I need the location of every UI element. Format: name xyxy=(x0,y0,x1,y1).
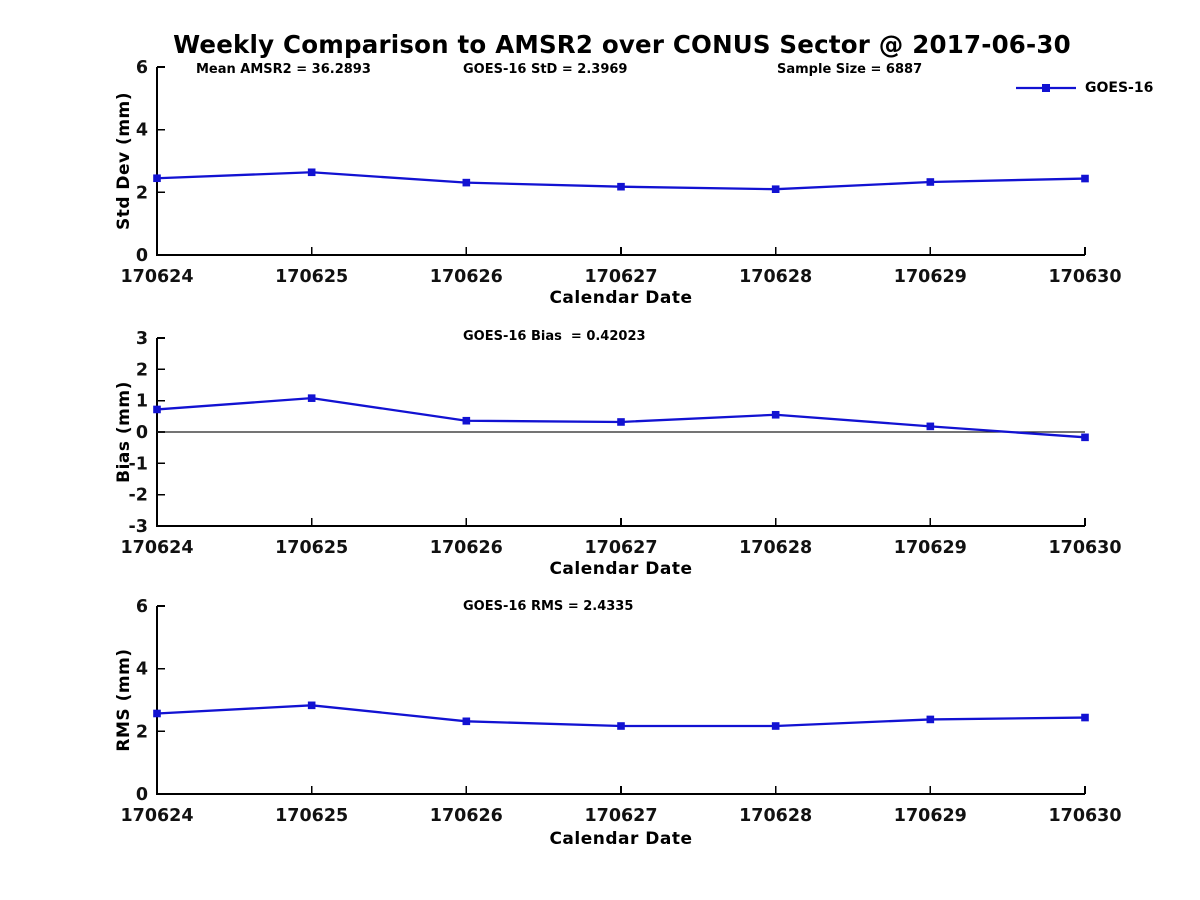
stddev-axes xyxy=(156,67,1085,256)
figure-title: Weekly Comparison to AMSR2 over CONUS Se… xyxy=(173,30,1071,59)
rms-y-tick-label: 2 xyxy=(136,722,148,742)
stddev-x-tick-label: 170624 xyxy=(120,267,193,287)
rms-x-tick-label: 170626 xyxy=(430,806,503,826)
stddev-data-point xyxy=(617,182,625,191)
stddev-data-point xyxy=(926,178,935,186)
rms-data-point xyxy=(617,722,625,730)
rms-subtitle: GOES-16 RMS = 2.4335 xyxy=(463,599,634,614)
bias-data-point xyxy=(462,416,471,425)
bias-y-tick-label: 0 xyxy=(136,423,148,443)
stddev-data-point xyxy=(462,178,471,187)
stddev-x-axis-label: Calendar Date xyxy=(549,288,693,308)
rms-x-tick-label: 170629 xyxy=(894,806,967,826)
rms-axes xyxy=(156,606,1085,795)
stddev-x-tick-label: 170629 xyxy=(894,267,967,287)
bias-x-ticks: 170624 170625 170626 170627 170628 170629 1706… xyxy=(120,518,1122,558)
bias-x-tick-label: 170630 xyxy=(1048,538,1121,558)
stddev-data-point xyxy=(153,174,161,183)
bias-y-tick-label: 3 xyxy=(136,329,148,349)
rms-data-point xyxy=(307,701,316,710)
annotation-mean-amsr2: Mean AMSR2 = 36.2893 xyxy=(196,62,371,77)
stddev-y-tick-label: 2 xyxy=(136,183,148,203)
rms-data-point xyxy=(771,722,780,730)
bias-data-point xyxy=(307,394,316,402)
stddev-y-tick-label: 6 xyxy=(136,58,148,78)
bias-x-tick-label: 170624 xyxy=(120,538,193,558)
bias-data-point xyxy=(771,410,780,419)
stddev-y-tick-label: 0 xyxy=(136,246,148,266)
bias-y-tick-label: 1 xyxy=(136,392,148,412)
stddev-x-tick-label: 170630 xyxy=(1048,267,1121,287)
bias-x-tick-label: 170627 xyxy=(584,538,657,558)
stddev-x-tick-label: 170625 xyxy=(275,267,348,287)
rms-series-markers xyxy=(153,701,1089,730)
stddev-y-tick-label: 4 xyxy=(136,121,148,141)
rms-x-tick-label: 170630 xyxy=(1048,806,1121,826)
stddev-data-point xyxy=(307,168,316,177)
bias-x-tick-label: 170626 xyxy=(430,538,503,558)
bias-y-tick-label: 2 xyxy=(136,360,148,380)
rms-x-tick-label: 170625 xyxy=(275,806,348,826)
rms-x-tick-label: 170624 xyxy=(120,806,193,826)
rms-x-tick-label: 170628 xyxy=(739,806,812,826)
bias-y-ticks: -3 -2 -1 0 1 2 3 xyxy=(129,329,165,537)
stddev-data-point xyxy=(1081,174,1089,183)
stddev-x-tick-label: 170626 xyxy=(430,267,503,287)
bias-y-tick-label: -2 xyxy=(129,486,148,506)
annotation-goes16-std: GOES-16 StD = 2.3969 xyxy=(463,62,628,77)
bias-y-tick-label: -1 xyxy=(129,454,148,474)
bias-x-tick-label: 170625 xyxy=(275,538,348,558)
stddev-y-ticks: 0 2 4 6 xyxy=(136,58,165,266)
stddev-x-tick-label: 170628 xyxy=(739,267,812,287)
bias-x-tick-label: 170628 xyxy=(739,538,812,558)
bias-x-tick-label: 170629 xyxy=(894,538,967,558)
rms-x-ticks: 170624 170625 170626 170627 170628 170629 1706… xyxy=(120,786,1122,826)
stddev-data-point xyxy=(771,185,780,193)
annotation-sample-size: Sample Size = 6887 xyxy=(777,62,923,77)
rms-x-tick-label: 170627 xyxy=(584,806,657,826)
legend-line-marker-icon xyxy=(1016,84,1076,92)
stddev-series-markers xyxy=(153,168,1089,193)
legend-label: GOES-16 xyxy=(1085,80,1154,96)
bias-y-tick-label: -3 xyxy=(129,517,148,537)
bias-series-markers xyxy=(153,394,1089,442)
bias-data-point xyxy=(926,422,935,431)
rms-data-point xyxy=(153,709,161,718)
bias-data-point xyxy=(153,405,161,414)
rms-data-point xyxy=(926,715,935,724)
rms-x-axis-label: Calendar Date xyxy=(549,829,693,849)
stddev-x-tick-label: 170627 xyxy=(584,267,657,287)
bias-data-point xyxy=(617,418,625,426)
rms-y-tick-label: 0 xyxy=(136,785,148,805)
rms-y-tick-label: 6 xyxy=(136,597,148,617)
rms-data-point xyxy=(1081,713,1089,722)
rms-data-point xyxy=(462,717,471,726)
bias-subtitle: GOES-16 Bias = 0.42023 xyxy=(463,329,646,344)
bias-x-axis-label: Calendar Date xyxy=(549,559,693,579)
rms-y-ticks: 0 2 4 6 xyxy=(136,597,165,805)
bias-data-point xyxy=(1081,433,1089,442)
rms-y-tick-label: 4 xyxy=(136,660,148,680)
legend: GOES-16 xyxy=(1015,79,1153,97)
stddev-x-ticks: 170624 170625 170626 170627 170628 170629 1706… xyxy=(120,247,1122,287)
